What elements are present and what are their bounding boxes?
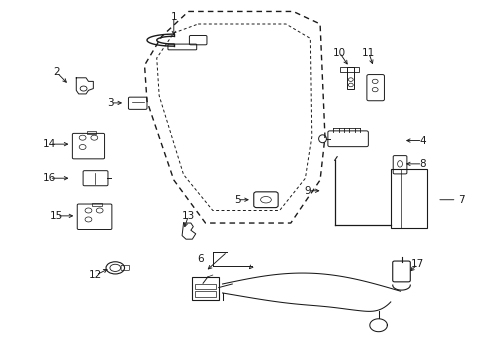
Text: 11: 11 — [362, 48, 375, 58]
Text: 13: 13 — [182, 211, 195, 221]
Text: 17: 17 — [410, 259, 424, 269]
Bar — [194, 284, 215, 289]
Text: 12: 12 — [89, 270, 102, 280]
Bar — [87, 131, 96, 134]
Text: 16: 16 — [43, 173, 56, 183]
Text: 10: 10 — [332, 48, 346, 58]
Bar — [191, 277, 218, 300]
Text: 2: 2 — [53, 67, 60, 77]
Bar — [390, 169, 427, 228]
Bar — [92, 203, 102, 206]
Text: 1: 1 — [170, 12, 177, 22]
Bar — [339, 67, 358, 72]
Bar — [194, 291, 215, 297]
Text: 14: 14 — [43, 139, 56, 149]
Text: 4: 4 — [418, 136, 425, 145]
Text: 9: 9 — [304, 186, 310, 196]
Text: 5: 5 — [233, 195, 240, 205]
Text: 8: 8 — [418, 159, 425, 169]
Text: 15: 15 — [50, 211, 63, 221]
Text: 7: 7 — [457, 195, 464, 205]
Text: 6: 6 — [197, 254, 203, 264]
Text: 3: 3 — [107, 98, 114, 108]
Bar — [346, 67, 353, 89]
